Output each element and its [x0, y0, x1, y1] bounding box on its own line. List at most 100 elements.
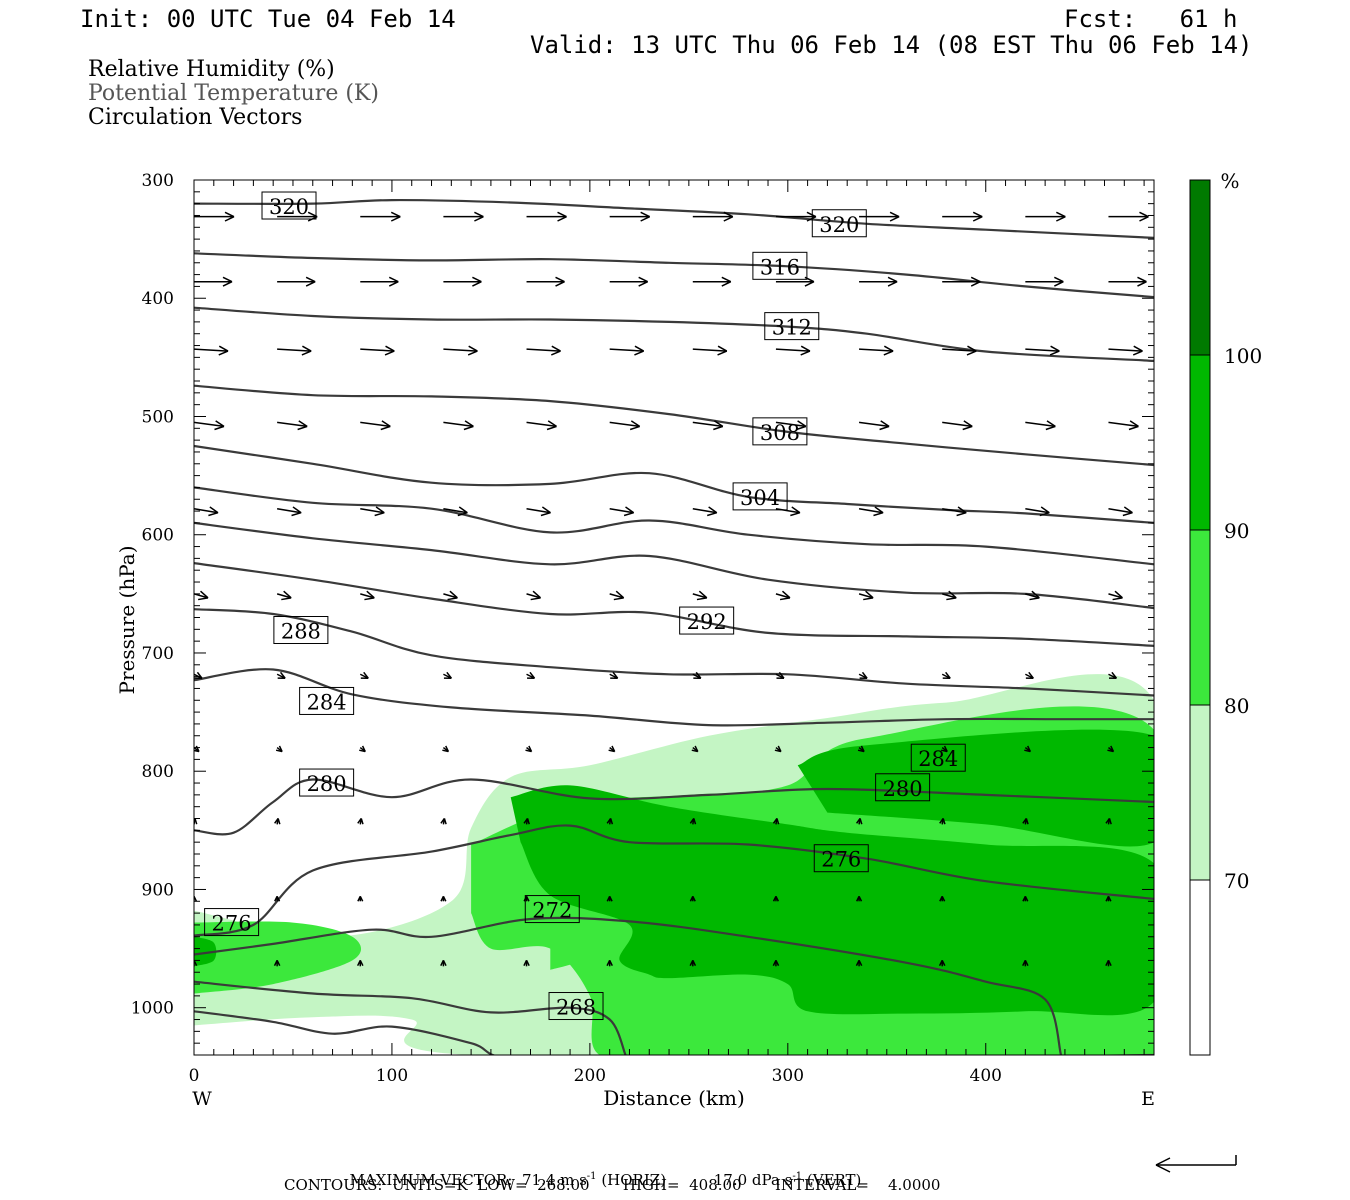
circulation-vector — [608, 745, 616, 753]
circulation-vector — [194, 671, 203, 680]
contour-label-box — [764, 312, 820, 341]
x-tick-label: 400 — [970, 1066, 1002, 1086]
colorbar-segment — [1190, 880, 1210, 1055]
y-axis-label: Pressure (hPa) — [115, 546, 139, 695]
circulation-vector — [275, 745, 283, 753]
horiz-unit: (HORIZ) — [601, 1171, 667, 1189]
circulation-vector — [1025, 420, 1056, 431]
contour-label-276: 276 — [212, 912, 252, 936]
theta-contour-304 — [194, 444, 1154, 524]
circulation-vector — [277, 345, 312, 356]
rh-region-90-5 — [797, 729, 1154, 847]
circulation-vector — [194, 506, 219, 517]
circulation-vector — [1108, 671, 1118, 680]
circulation-vector — [526, 506, 551, 517]
colorbar-segment — [1190, 355, 1210, 530]
circulation-vector — [360, 590, 375, 601]
x-axis-label: Distance (km) — [603, 1086, 745, 1110]
contour-label-box — [204, 908, 260, 937]
circulation-vector — [775, 590, 791, 601]
y-tick-label: 300 — [142, 171, 174, 191]
vert-max-value: 17.0 dPa s — [713, 1171, 793, 1189]
circulation-vector — [440, 959, 447, 967]
circulation-vector — [606, 817, 614, 825]
y-tick-label: 900 — [142, 880, 174, 900]
circulation-vector — [691, 745, 699, 753]
contour-label-268: 268 — [556, 996, 596, 1020]
contour-label-276: 276 — [821, 848, 861, 872]
circulation-vector — [775, 420, 807, 431]
circulation-vector — [942, 276, 981, 287]
contour-label-box — [811, 209, 867, 238]
circulation-vector — [1108, 211, 1149, 222]
circulation-vector — [360, 506, 385, 517]
circulation-vector — [775, 506, 801, 517]
theta-contour-308 — [194, 384, 1154, 467]
circulation-vector — [276, 671, 286, 680]
theta-contour-320 — [194, 198, 1154, 239]
contour-label-box — [261, 191, 317, 220]
contour-label-box — [752, 417, 808, 446]
contour-label-box — [299, 686, 355, 715]
circulation-vector — [772, 817, 780, 825]
contour-label-box — [813, 844, 869, 873]
circulation-vector — [942, 506, 967, 517]
colorbar-label: 80 — [1224, 694, 1249, 718]
circulation-vector — [942, 211, 983, 222]
theta-contour-300 — [194, 486, 1154, 566]
circulation-vector — [526, 420, 557, 431]
circulation-vector — [606, 895, 613, 902]
circulation-vector — [360, 345, 395, 356]
contour-label-box — [273, 616, 329, 645]
colorbar-segment — [1190, 530, 1210, 705]
contour-label-304: 304 — [740, 486, 780, 510]
contour-label-284: 284 — [918, 747, 958, 771]
colorbar-unit: % — [1220, 169, 1239, 193]
circulation-vector — [609, 211, 650, 222]
circulation-vector — [194, 745, 200, 753]
circulation-vector — [692, 211, 734, 222]
circulation-vector — [523, 959, 530, 967]
circulation-vector — [856, 895, 863, 902]
circulation-vector — [440, 895, 447, 902]
theta-contour-280 — [194, 778, 1154, 836]
circulation-vector — [443, 590, 458, 601]
circulation-vector — [359, 745, 366, 753]
circulation-vector — [440, 817, 447, 825]
circulation-vector — [775, 671, 785, 680]
circulation-vector — [1025, 345, 1060, 356]
rh-region-90-6 — [194, 936, 217, 967]
circulation-vector — [525, 745, 533, 753]
contour-label-box — [910, 743, 966, 772]
circulation-vector — [689, 895, 696, 902]
contour-label-box — [299, 768, 355, 797]
colorbar: 70 80 90 100 — [1189, 179, 1262, 1056]
circulation-vector — [194, 211, 235, 222]
circulation-vector — [360, 420, 391, 431]
contour-label-292: 292 — [687, 610, 727, 634]
circulation-vector — [859, 211, 900, 222]
circulation-vector — [858, 671, 868, 680]
circulation-vector — [1025, 211, 1066, 222]
circulation-vector — [692, 506, 718, 517]
contour-label-320: 320 — [269, 195, 309, 219]
circulation-vector — [1105, 895, 1112, 902]
x-tick-label: 100 — [376, 1066, 408, 1086]
max-vector-line: MAXIMUM VECTOR: 71.4 m s-1 (HORIZ) 17.0 … — [340, 1157, 862, 1189]
vert-exponent: -1 — [792, 1171, 803, 1182]
circulation-vector — [194, 276, 233, 287]
contour-label-box — [524, 895, 580, 924]
circulation-vector — [277, 420, 308, 431]
circulation-vector — [858, 590, 874, 601]
contour-label-312: 312 — [772, 316, 812, 340]
circulation-vector — [689, 959, 697, 967]
circulation-vector — [443, 276, 482, 287]
circulation-vector — [939, 895, 946, 902]
circulation-vector — [359, 671, 369, 680]
colorbar-segment — [1190, 180, 1210, 355]
y-tick-label: 1000 — [131, 999, 174, 1019]
colorbar-label: 70 — [1224, 869, 1249, 893]
y-tick-label: 400 — [142, 289, 174, 309]
circulation-vector — [939, 817, 946, 825]
circulation-vector — [855, 959, 863, 967]
